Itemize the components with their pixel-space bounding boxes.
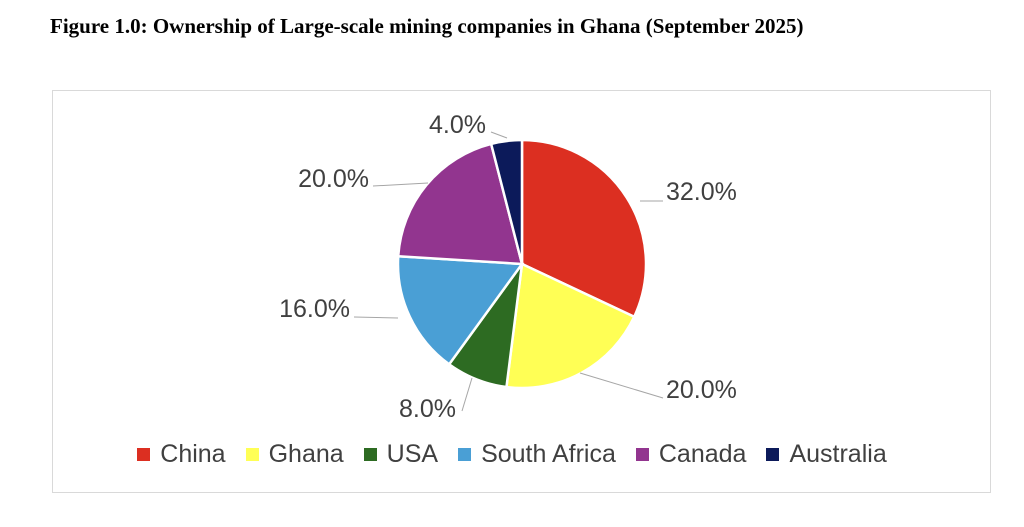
- legend-label-china: China: [160, 440, 226, 468]
- legend-item-south-africa: South Africa: [458, 440, 616, 469]
- legend-label-canada: Canada: [658, 440, 747, 468]
- legend-label-south-africa: South Africa: [481, 440, 616, 468]
- data-label-usa: 8.0%: [399, 395, 456, 423]
- legend-swatch-australia: [766, 448, 780, 461]
- chart-legend: China Ghana USA South Africa Canada Aust…: [0, 440, 1024, 469]
- leader-line-ghana: [579, 372, 664, 399]
- pie-slice-china: [520, 138, 648, 319]
- legend-swatch-ghana: [245, 448, 259, 461]
- data-label-ghana: 20.0%: [666, 376, 737, 404]
- pie-slice-canada: [396, 142, 524, 266]
- legend-item-canada: Canada: [635, 440, 747, 469]
- data-label-canada: 20.0%: [298, 165, 369, 193]
- pie-slice-australia: [489, 138, 524, 265]
- legend-swatch-south-africa: [458, 448, 472, 461]
- leader-line-canada: [372, 182, 429, 187]
- data-label-south-africa: 16.0%: [279, 295, 350, 323]
- data-label-china: 32.0%: [666, 178, 737, 206]
- leader-line-australia: [490, 131, 508, 139]
- legend-item-ghana: Ghana: [245, 440, 344, 469]
- legend-swatch-usa: [363, 448, 377, 461]
- legend-swatch-china: [137, 448, 151, 461]
- legend-label-ghana: Ghana: [268, 440, 344, 468]
- pie-slice-ghana: [505, 262, 636, 390]
- legend-label-usa: USA: [386, 440, 439, 468]
- leader-line-south-africa: [353, 316, 399, 319]
- legend-item-china: China: [137, 440, 226, 469]
- legend-item-usa: USA: [363, 440, 439, 469]
- legend-swatch-canada: [635, 448, 649, 461]
- figure-title: Figure 1.0: Ownership of Large-scale min…: [50, 14, 804, 38]
- legend-label-australia: Australia: [789, 440, 887, 468]
- leader-line-usa: [461, 377, 473, 412]
- data-label-australia: 4.0%: [429, 111, 486, 139]
- pie-slice-south-africa: [396, 254, 525, 367]
- legend-item-australia: Australia: [766, 440, 887, 469]
